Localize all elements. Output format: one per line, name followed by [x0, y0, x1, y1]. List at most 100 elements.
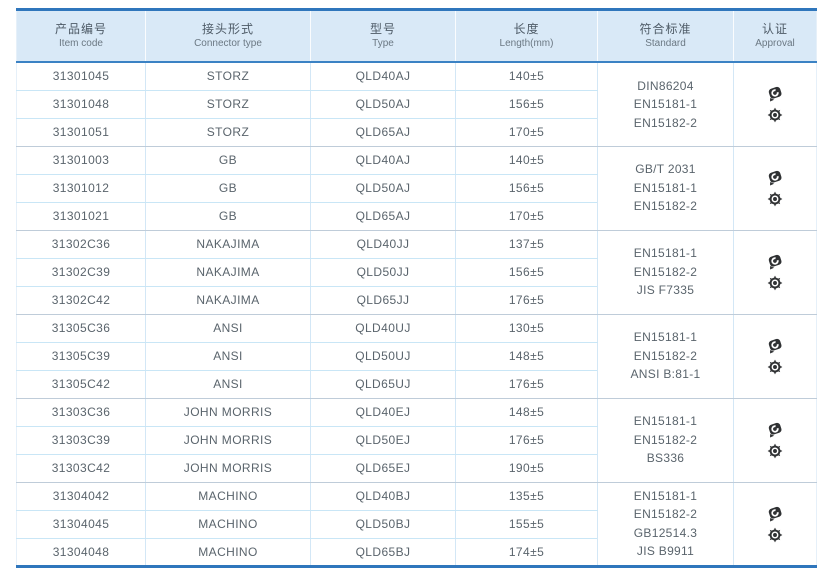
- length-cell: 170±5: [455, 118, 598, 147]
- model-type-cell: QLD65EJ: [310, 454, 456, 483]
- model-type-cell: QLD40JJ: [310, 230, 456, 259]
- table-row: 31304045 MACHINO QLD50BJ 155±5: [16, 510, 817, 539]
- certificate-stamp-icon: [765, 84, 785, 102]
- connector-type-cell: ANSI: [145, 314, 311, 343]
- length-cell: 148±5: [455, 342, 598, 371]
- standard-cell: EN15181-1 EN15182-2 JIS F7335: [597, 230, 734, 315]
- table-row: 31305C42 ANSI QLD65UJ 176±5: [16, 370, 817, 399]
- standard-cell: EN15181-1 EN15182-2 GB12514.3 JIS B9911: [597, 482, 734, 567]
- standard-line: ANSI B:81-1: [630, 367, 701, 382]
- table-row: 31305C39 ANSI QLD50UJ 148±5: [16, 342, 817, 371]
- model-type-cell: QLD50AJ: [310, 174, 456, 203]
- table-row: 31303C39 JOHN MORRIS QLD50EJ 176±5: [16, 426, 817, 455]
- standard-line: EN15181-1: [633, 246, 698, 261]
- model-type-cell: QLD40AJ: [310, 146, 456, 175]
- connector-type-cell: MACHINO: [145, 510, 311, 539]
- approval-cell: [733, 62, 817, 147]
- table-row: 31305C36 ANSI QLD40UJ 130±5 EN15181-1 EN15182…: [16, 314, 817, 399]
- table-row: 31301012 GB QLD50AJ 156±5: [16, 174, 817, 203]
- gear-seal-icon: [765, 358, 785, 376]
- item-code-cell: 31304048: [52, 544, 110, 559]
- column-header: 接头形式 Connector type: [145, 9, 311, 63]
- approval-cell: [733, 146, 817, 231]
- length-cell: 155±5: [455, 510, 598, 539]
- length-cell: 135±5: [455, 482, 598, 511]
- model-type-cell: QLD50JJ: [310, 258, 456, 287]
- connector-type-cell: JOHN MORRIS: [145, 454, 311, 483]
- model-type-cell: QLD40UJ: [310, 314, 456, 343]
- table-row: 31302C42 NAKAJIMA QLD65JJ 176±5: [16, 286, 817, 315]
- approval-cell: [733, 398, 817, 483]
- standard-line: EN15182-2: [633, 115, 698, 130]
- connector-type-cell: STORZ: [145, 118, 311, 147]
- standard-line: EN15182-2: [633, 507, 698, 521]
- length-cell: 176±5: [455, 426, 598, 455]
- length-cell: 170±5: [455, 202, 598, 231]
- column-header-en: Item code: [59, 38, 103, 49]
- connector-type-cell: JOHN MORRIS: [145, 398, 311, 427]
- item-code-cell: 31304042: [16, 482, 146, 511]
- table-header: 产品编号 Item code 接头形式 Connector type 型号 Type 长度 L…: [16, 9, 817, 63]
- item-code-cell: 31302C39: [16, 258, 146, 287]
- connector-type-cell: ANSI: [145, 342, 311, 371]
- length-cell: 174±5: [455, 538, 598, 566]
- length-cell: 148±5: [455, 398, 598, 427]
- gear-seal-icon: [765, 106, 785, 124]
- table-row: 31301045 STORZ QLD40AJ 140±5 DIN86204 EN15181…: [16, 62, 817, 147]
- gear-seal-icon: [765, 526, 785, 544]
- item-code-cell: 31302C36: [16, 230, 146, 259]
- length-cell: 140±5: [455, 62, 598, 91]
- table-row: 31301051 STORZ QLD65AJ 170±5: [16, 118, 817, 147]
- standard-line: BS336: [646, 451, 685, 466]
- table-row: 31301048 STORZ QLD50AJ 156±5: [16, 90, 817, 119]
- connector-type-cell: NAKAJIMA: [145, 258, 311, 287]
- model-type-cell: QLD65JJ: [310, 286, 456, 315]
- connector-type-cell: GB: [145, 202, 311, 231]
- standard-cell: DIN86204 EN15181-1 EN15182-2: [597, 62, 734, 147]
- item-code-cell: 31301048: [16, 90, 146, 119]
- standard-line: EN15182-2: [633, 432, 698, 447]
- item-code-cell: 31301021: [16, 202, 146, 231]
- column-header-zh: 接头形式: [201, 22, 254, 36]
- gear-seal-icon: [765, 190, 785, 208]
- table-row: 31301003 GB QLD40AJ 140±5 GB/T 2031 EN15181-1…: [16, 146, 817, 231]
- table-row: 31302C36 NAKAJIMA QLD40JJ 137±5 EN15181-1 EN1…: [16, 230, 817, 315]
- model-type-cell: QLD40AJ: [310, 62, 456, 91]
- standard-cell: EN15181-1 EN15182-2 ANSI B:81-1: [597, 314, 734, 399]
- approval-cell: [733, 314, 817, 399]
- gear-seal-icon: [765, 274, 785, 292]
- approval-cell: [733, 230, 817, 315]
- standard-line: JIS F7335: [636, 283, 695, 298]
- standard-line: EN15181-1: [633, 414, 698, 429]
- length-cell: 156±5: [455, 90, 598, 119]
- column-header-en: Approval: [755, 38, 795, 49]
- connector-type-cell: MACHINO: [145, 482, 311, 511]
- table-row: 31301021 GB QLD65AJ 170±5: [16, 202, 817, 231]
- standard-line: EN15182-2: [633, 348, 698, 363]
- certificate-stamp-icon: [765, 168, 785, 186]
- column-header: 产品编号 Item code: [16, 9, 146, 63]
- certificate-stamp-icon: [765, 504, 785, 522]
- item-code-cell: 31301012: [16, 174, 146, 203]
- column-header-zh: 产品编号: [54, 22, 107, 36]
- length-cell: 137±5: [455, 230, 598, 259]
- standard-line: EN15182-2: [633, 199, 698, 214]
- column-header-en: Type: [372, 38, 394, 49]
- item-code-cell: 31303C39: [16, 426, 146, 455]
- item-code-cell: 31305C39: [16, 342, 146, 371]
- length-cell: 190±5: [455, 454, 598, 483]
- column-header: 长度 Length(mm): [455, 9, 598, 63]
- table-row: 31302C39 NAKAJIMA QLD50JJ 156±5: [16, 258, 817, 287]
- connector-type-cell: NAKAJIMA: [145, 230, 311, 259]
- connector-type-cell: JOHN MORRIS: [145, 426, 311, 455]
- table-row: 31304048 MACHINO QLD65BJ 174±5: [17, 538, 817, 566]
- column-header-en: Standard: [645, 38, 686, 49]
- item-code-cell: 31301045: [16, 62, 146, 91]
- table-body: 31301045 STORZ QLD40AJ 140±5 DIN86204 EN15181…: [16, 62, 817, 567]
- connector-type-cell: NAKAJIMA: [145, 286, 311, 315]
- model-type-cell: QLD65BJ: [310, 538, 456, 566]
- table-row: 31303C36 JOHN MORRIS QLD40EJ 148±5 EN15181-1…: [16, 398, 817, 483]
- standard-line: JIS B9911: [636, 544, 695, 558]
- certificate-stamp-icon: [765, 252, 785, 270]
